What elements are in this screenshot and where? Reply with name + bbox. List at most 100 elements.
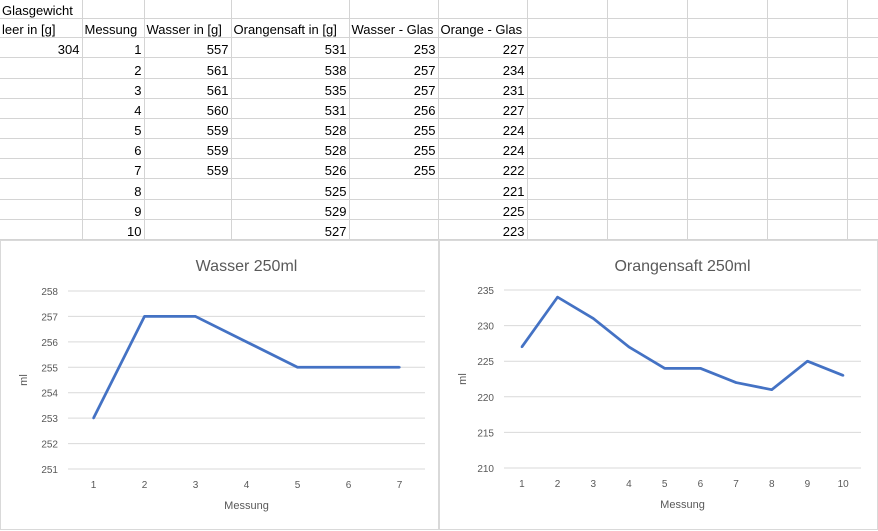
data-cell[interactable]: 257 (349, 57, 439, 79)
data-cell[interactable]: 9 (82, 199, 145, 220)
data-cell[interactable]: 560 (144, 98, 232, 119)
empty-cell[interactable] (767, 57, 848, 79)
empty-cell[interactable] (607, 178, 688, 200)
data-cell[interactable] (349, 199, 439, 220)
data-cell[interactable]: 231 (438, 78, 528, 99)
empty-cell[interactable] (767, 18, 848, 39)
empty-cell[interactable] (607, 78, 688, 99)
header-cell[interactable] (82, 0, 145, 20)
empty-cell[interactable] (767, 78, 848, 99)
empty-cell[interactable] (847, 0, 878, 20)
empty-cell[interactable] (847, 178, 878, 200)
empty-cell[interactable] (527, 199, 608, 220)
empty-cell[interactable] (767, 0, 848, 20)
data-cell[interactable]: 227 (438, 98, 528, 119)
empty-cell[interactable] (847, 37, 878, 59)
data-cell[interactable]: 4 (82, 98, 145, 119)
empty-cell[interactable] (607, 138, 688, 160)
data-cell[interactable]: 561 (144, 78, 232, 99)
empty-cell[interactable] (687, 158, 768, 180)
data-cell[interactable]: 535 (231, 78, 350, 99)
empty-cell[interactable] (527, 37, 608, 59)
empty-cell[interactable] (527, 158, 608, 180)
data-cell[interactable]: 5 (82, 118, 145, 140)
data-cell[interactable] (144, 199, 232, 220)
data-cell[interactable] (0, 78, 83, 99)
empty-cell[interactable] (767, 98, 848, 119)
header-cell[interactable]: Wasser - Glas (349, 18, 439, 39)
empty-cell[interactable] (847, 138, 878, 160)
data-cell[interactable] (144, 178, 232, 200)
data-cell[interactable] (0, 57, 83, 79)
data-cell[interactable]: 8 (82, 178, 145, 200)
empty-cell[interactable] (767, 37, 848, 59)
empty-cell[interactable] (687, 199, 768, 220)
data-cell[interactable]: 304 (0, 37, 83, 59)
empty-cell[interactable] (847, 57, 878, 79)
data-cell[interactable]: 531 (231, 98, 350, 119)
data-cell[interactable]: 3 (82, 78, 145, 99)
empty-cell[interactable] (687, 219, 768, 241)
data-cell[interactable]: 253 (349, 37, 439, 59)
header-cell[interactable] (231, 0, 350, 20)
data-cell[interactable]: 559 (144, 138, 232, 160)
empty-cell[interactable] (767, 219, 848, 241)
data-cell[interactable] (144, 219, 232, 241)
empty-cell[interactable] (527, 98, 608, 119)
data-cell[interactable]: 557 (144, 37, 232, 59)
empty-cell[interactable] (847, 18, 878, 39)
data-cell[interactable] (0, 158, 83, 180)
empty-cell[interactable] (847, 158, 878, 180)
data-cell[interactable]: 224 (438, 118, 528, 140)
header-cell[interactable] (438, 0, 528, 20)
data-cell[interactable]: 531 (231, 37, 350, 59)
data-cell[interactable] (0, 118, 83, 140)
data-cell[interactable]: 529 (231, 199, 350, 220)
data-cell[interactable]: 221 (438, 178, 528, 200)
empty-cell[interactable] (687, 78, 768, 99)
data-cell[interactable]: 6 (82, 138, 145, 160)
empty-cell[interactable] (527, 138, 608, 160)
data-cell[interactable]: 525 (231, 178, 350, 200)
data-cell[interactable] (0, 98, 83, 119)
data-cell[interactable]: 222 (438, 158, 528, 180)
data-cell[interactable]: 1 (82, 37, 145, 59)
header-cell[interactable] (144, 0, 232, 20)
data-cell[interactable]: 559 (144, 158, 232, 180)
empty-cell[interactable] (607, 199, 688, 220)
empty-cell[interactable] (607, 98, 688, 119)
empty-cell[interactable] (767, 199, 848, 220)
empty-cell[interactable] (607, 57, 688, 79)
data-cell[interactable]: 10 (82, 219, 145, 241)
empty-cell[interactable] (847, 199, 878, 220)
empty-cell[interactable] (687, 18, 768, 39)
data-cell[interactable] (0, 178, 83, 200)
data-cell[interactable] (0, 138, 83, 160)
header-cell[interactable]: Orange - Glas (438, 18, 528, 39)
empty-cell[interactable] (767, 158, 848, 180)
data-cell[interactable]: 227 (438, 37, 528, 59)
data-cell[interactable]: 7 (82, 158, 145, 180)
empty-cell[interactable] (687, 118, 768, 140)
empty-cell[interactable] (527, 178, 608, 200)
empty-cell[interactable] (687, 98, 768, 119)
empty-cell[interactable] (527, 219, 608, 241)
data-cell[interactable]: 255 (349, 158, 439, 180)
empty-cell[interactable] (767, 138, 848, 160)
empty-cell[interactable] (687, 57, 768, 79)
header-cell[interactable]: Wasser in [g] (144, 18, 232, 39)
empty-cell[interactable] (607, 219, 688, 241)
data-cell[interactable]: 528 (231, 138, 350, 160)
data-cell[interactable]: 538 (231, 57, 350, 79)
data-cell[interactable]: 255 (349, 138, 439, 160)
data-cell[interactable]: 257 (349, 78, 439, 99)
empty-cell[interactable] (687, 37, 768, 59)
empty-cell[interactable] (527, 0, 608, 20)
data-cell[interactable]: 561 (144, 57, 232, 79)
data-cell[interactable]: 234 (438, 57, 528, 79)
header-cell[interactable]: Glasgewicht (0, 0, 83, 20)
empty-cell[interactable] (607, 18, 688, 39)
header-cell[interactable]: Messung (82, 18, 145, 39)
data-cell[interactable] (349, 219, 439, 241)
empty-cell[interactable] (527, 118, 608, 140)
